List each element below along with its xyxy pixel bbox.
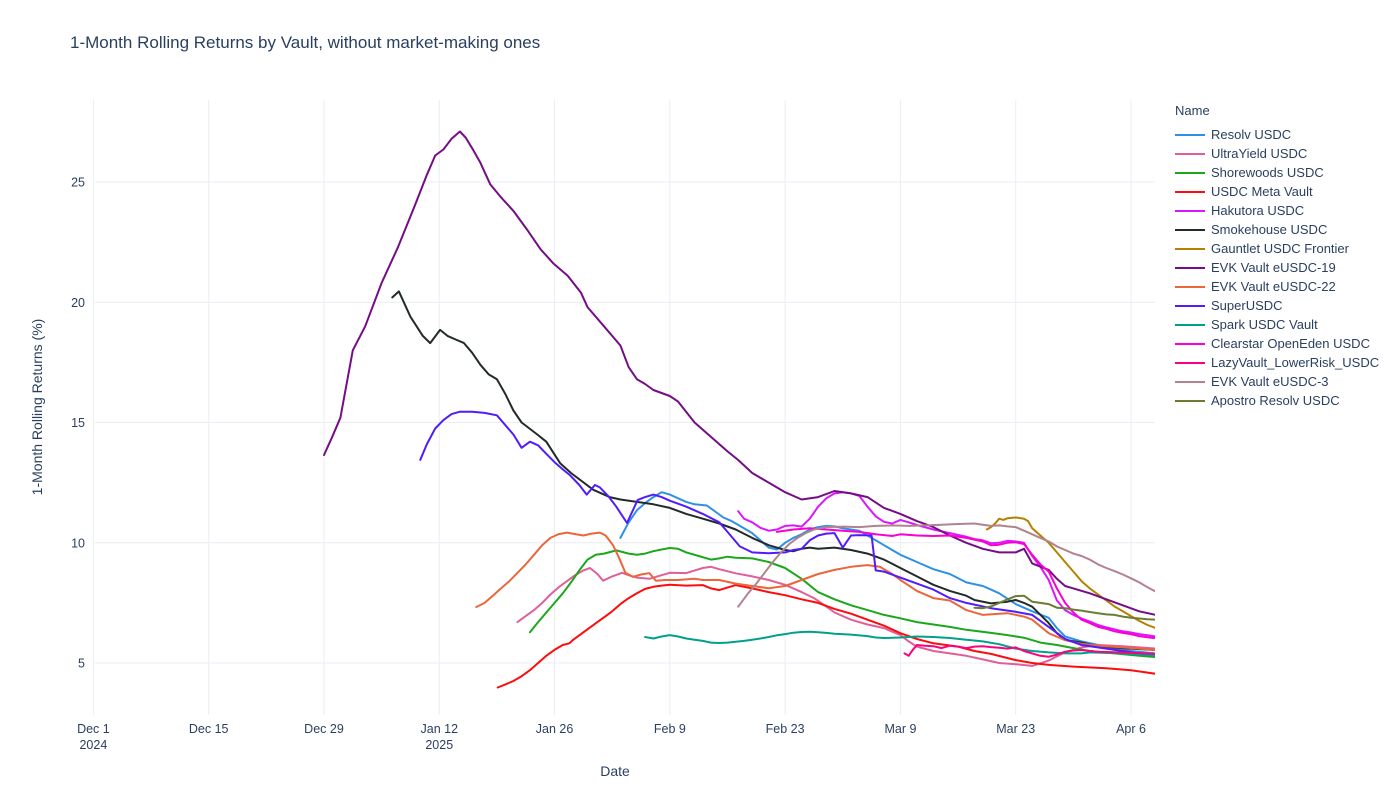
legend-item-label: Hakutora USDC xyxy=(1211,203,1305,218)
series-lines xyxy=(323,130,1156,689)
legend-items: Resolv USDC UltraYield USDC Shorewoods USD… xyxy=(1175,125,1395,410)
x-tick-label: Feb 9 xyxy=(654,722,686,736)
legend-item-label: Gauntlet USDC Frontier xyxy=(1211,241,1349,256)
gridlines xyxy=(92,100,1155,715)
legend-item-label: EVK Vault eUSDC-3 xyxy=(1211,374,1329,389)
series-line-smokehouse-usdc[interactable] xyxy=(391,290,1155,651)
x-axis-tick-labels: Dec 1 2024 Dec 15 Dec 29 Jan 12 2025 Jan 26 Feb… xyxy=(77,722,1146,752)
legend-item-label: Resolv USDC xyxy=(1211,127,1292,142)
y-tick-label: 25 xyxy=(71,176,85,190)
series-line-evk-vault-eusdc-22[interactable] xyxy=(475,531,1155,651)
legend-item-label: UltraYield USDC xyxy=(1211,146,1308,161)
legend-item-clearstar-openeden-usdc[interactable]: Clearstar OpenEden USDC xyxy=(1175,334,1395,353)
y-tick-label: 5 xyxy=(78,657,85,671)
legend-item-label: LazyVault_LowerRisk_USDC xyxy=(1211,355,1380,370)
chart-title: 1-Month Rolling Returns by Vault, withou… xyxy=(70,33,541,52)
y-tick-label: 15 xyxy=(71,416,85,430)
series-line-apostro-resolv-usdc[interactable] xyxy=(973,594,1156,621)
legend-item-spark-usdc-vault[interactable]: Spark USDC Vault xyxy=(1175,315,1395,334)
legend-item-label: Spark USDC Vault xyxy=(1211,317,1318,332)
y-axis-tick-labels: 5 10 15 20 25 xyxy=(71,176,85,671)
x-tick-label: Feb 23 xyxy=(766,722,805,736)
x-tick-label: Dec 15 xyxy=(189,722,229,736)
series-line-hakutora-usdc[interactable] xyxy=(737,491,1155,638)
x-tick-year-label: 2025 xyxy=(425,738,453,752)
legend-line-swatch xyxy=(1175,190,1205,193)
legend-item-evk-vault-eusdc-22[interactable]: EVK Vault eUSDC-22 xyxy=(1175,277,1395,296)
legend-line-swatch xyxy=(1175,152,1205,155)
plot-area[interactable] xyxy=(95,100,1155,715)
legend-item-lazyvault-lowerrisk-usdc[interactable]: LazyVault_LowerRisk_USDC xyxy=(1175,353,1395,372)
x-tick-label: Jan 12 xyxy=(421,722,459,736)
legend-item-label: EVK Vault eUSDC-19 xyxy=(1211,260,1336,275)
legend-line-swatch xyxy=(1175,209,1205,212)
legend-item-gauntlet-usdc-frontier[interactable]: Gauntlet USDC Frontier xyxy=(1175,239,1395,258)
series-line-spark-usdc-vault[interactable] xyxy=(644,630,1156,657)
legend-item-evk-vault-eusdc-19[interactable]: EVK Vault eUSDC-19 xyxy=(1175,258,1395,277)
legend-line-swatch xyxy=(1175,361,1205,364)
legend-item-usdc-meta-vault[interactable]: USDC Meta Vault xyxy=(1175,182,1395,201)
legend-item-shorewoods-usdc[interactable]: Shorewoods USDC xyxy=(1175,163,1395,182)
series-line-clearstar-openeden-usdc[interactable] xyxy=(775,527,1156,640)
y-tick-label: 20 xyxy=(71,296,85,310)
legend-item-smokehouse-usdc[interactable]: Smokehouse USDC xyxy=(1175,220,1395,239)
legend-line-swatch xyxy=(1175,247,1205,250)
x-tick-year-label: 2024 xyxy=(79,738,107,752)
legend: Name Resolv USDC UltraYield USDC Shorewood… xyxy=(1175,103,1395,410)
y-tick-label: 10 xyxy=(71,536,85,550)
legend-item-hakutora-usdc[interactable]: Hakutora USDC xyxy=(1175,201,1395,220)
legend-line-swatch xyxy=(1175,266,1205,269)
legend-line-swatch xyxy=(1175,171,1205,174)
series-line-ultrayield-usdc[interactable] xyxy=(516,565,1156,667)
series-line-superusdc[interactable] xyxy=(419,410,1155,657)
legend-line-swatch xyxy=(1175,323,1205,326)
series-line-evk-vault-eusdc-19[interactable] xyxy=(323,130,1156,616)
legend-title: Name xyxy=(1175,103,1210,118)
series-line-evk-vault-eusdc-3[interactable] xyxy=(737,522,1155,608)
legend-item-label: USDC Meta Vault xyxy=(1211,184,1313,199)
y-axis-title: 1-Month Rolling Returns (%) xyxy=(29,319,45,496)
legend-item-resolv-usdc[interactable]: Resolv USDC xyxy=(1175,125,1395,144)
x-tick-label: Dec 29 xyxy=(304,722,344,736)
legend-item-label: Clearstar OpenEden USDC xyxy=(1211,336,1370,351)
legend-item-evk-vault-eusdc-3[interactable]: EVK Vault eUSDC-3 xyxy=(1175,372,1395,391)
series-line-usdc-meta-vault[interactable] xyxy=(496,583,1156,689)
legend-item-superusdc[interactable]: SuperUSDC xyxy=(1175,296,1395,315)
x-axis-title: Date xyxy=(600,763,630,779)
x-tick-label: Mar 23 xyxy=(996,722,1035,736)
legend-item-label: Smokehouse USDC xyxy=(1211,222,1328,237)
legend-line-swatch xyxy=(1175,228,1205,231)
legend-line-swatch xyxy=(1175,399,1205,402)
legend-item-label: SuperUSDC xyxy=(1211,298,1283,313)
legend-line-swatch xyxy=(1175,342,1205,345)
series-line-gauntlet-usdc-frontier[interactable] xyxy=(985,516,1156,629)
x-tick-label: Apr 6 xyxy=(1116,722,1146,736)
legend-item-label: Shorewoods USDC xyxy=(1211,165,1324,180)
legend-line-swatch xyxy=(1175,285,1205,288)
legend-line-swatch xyxy=(1175,380,1205,383)
legend-item-label: EVK Vault eUSDC-22 xyxy=(1211,279,1336,294)
x-tick-label: Jan 26 xyxy=(536,722,574,736)
legend-item-apostro-resolv-usdc[interactable]: Apostro Resolv USDC xyxy=(1175,391,1395,410)
series-line-shorewoods-usdc[interactable] xyxy=(528,547,1156,658)
x-tick-label: Dec 1 xyxy=(77,722,110,736)
x-tick-label: Mar 9 xyxy=(884,722,916,736)
legend-line-swatch xyxy=(1175,133,1205,136)
legend-line-swatch xyxy=(1175,304,1205,307)
legend-item-ultrayield-usdc[interactable]: UltraYield USDC xyxy=(1175,144,1395,163)
series-line-lazyvault-lowerrisk-usdc[interactable] xyxy=(903,644,1156,658)
legend-item-label: Apostro Resolv USDC xyxy=(1211,393,1340,408)
